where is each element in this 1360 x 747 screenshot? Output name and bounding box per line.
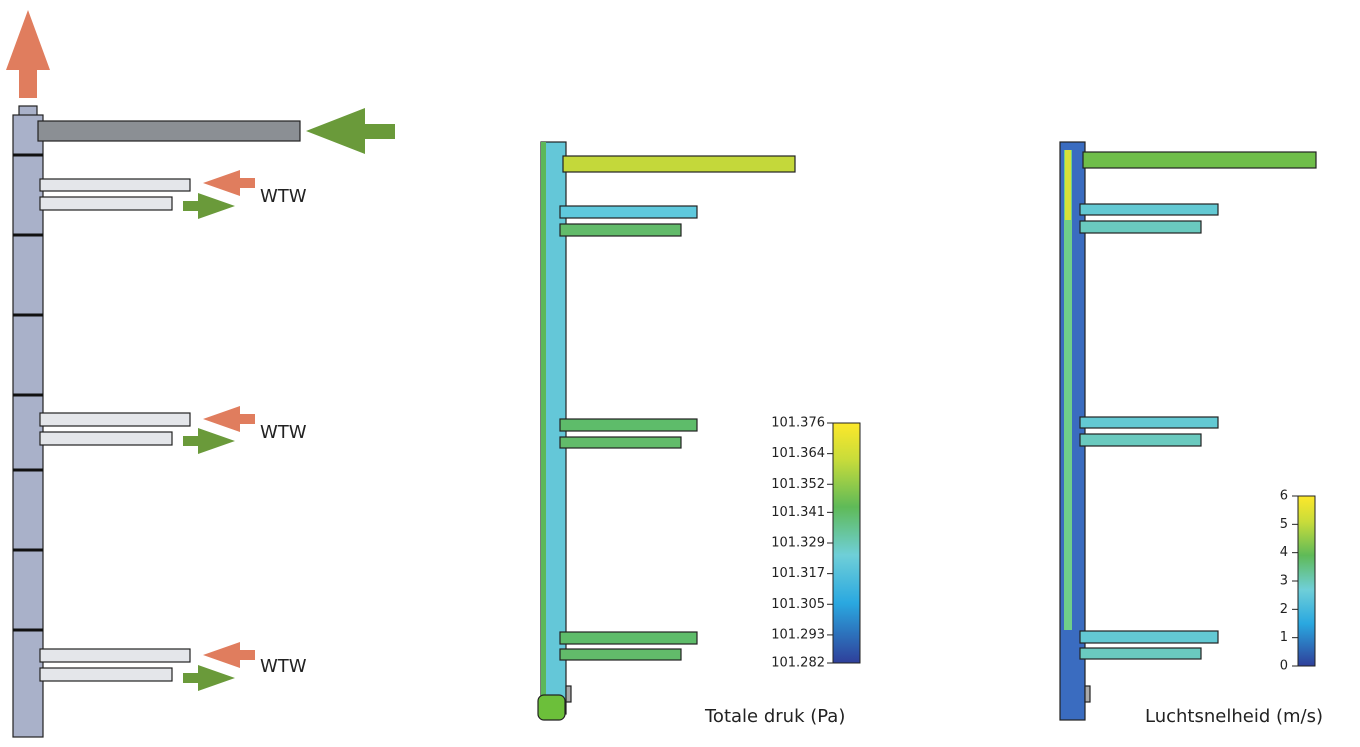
tick-label: 101.305 (771, 597, 825, 612)
tick-label: 101.317 (771, 566, 825, 581)
schematic: WTW WTW WTW (6, 10, 395, 738)
wtw-label: WTW (260, 422, 307, 443)
velocity-colorbar (1297, 495, 1316, 667)
tick-label: 101.329 (771, 536, 825, 551)
tick-label: 101.341 (771, 505, 825, 520)
pressure-title: Totale druk (Pa) (704, 706, 845, 727)
joints (13, 153, 43, 632)
tick-label: 1 (1280, 630, 1288, 645)
tick-label: 101.364 (771, 446, 825, 461)
pressure-field (537, 141, 796, 721)
tick-label: 3 (1280, 574, 1288, 589)
tick-label: 101.352 (771, 477, 825, 492)
intake-duct (37, 120, 301, 142)
tick-label: 6 (1280, 489, 1288, 504)
main-duct (12, 114, 44, 738)
tick-label: 101.376 (771, 416, 825, 431)
wtw-label: WTW (260, 656, 307, 677)
flow-arrows (183, 170, 255, 691)
tick-label: 5 (1280, 517, 1288, 532)
velocity-title: Luchtsnelheid (m/s) (1145, 706, 1323, 727)
tick-label: 101.293 (771, 627, 825, 642)
branches (39, 178, 191, 682)
tick-label: 2 (1280, 602, 1288, 617)
exhaust-arrow (6, 10, 50, 98)
velocity-field (1059, 141, 1317, 721)
pressure-colorbar (832, 422, 861, 664)
tick-label: 0 (1280, 659, 1288, 674)
tick-label: 101.282 (771, 656, 825, 671)
tick-label: 4 (1280, 545, 1288, 560)
intake-arrow (306, 108, 395, 154)
wtw-label: WTW (260, 186, 307, 207)
